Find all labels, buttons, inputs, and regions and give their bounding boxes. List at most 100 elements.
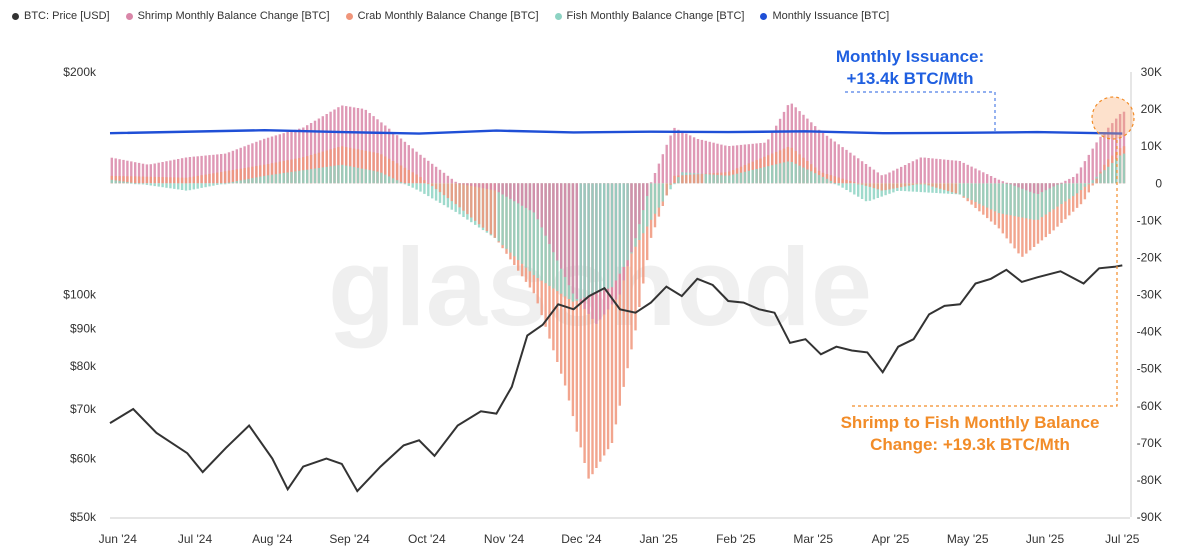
balance-change-bar xyxy=(1087,154,1090,184)
balance-change-bar xyxy=(122,159,125,184)
issuance-annotation: Monthly Issuance: +13.4k BTC/Mth xyxy=(820,46,1000,90)
balance-change-bar xyxy=(130,182,133,184)
balance-change-bar xyxy=(118,159,121,184)
balance-change-bar xyxy=(1017,183,1020,217)
balance-change-bar xyxy=(1072,183,1075,197)
balance-change-bar xyxy=(1009,183,1012,216)
x-axis-tick-label: Nov '24 xyxy=(484,532,525,546)
balance-change-bar xyxy=(817,175,821,184)
balance-change-bar xyxy=(712,142,715,184)
balance-change-bar xyxy=(395,163,399,184)
balance-change-bar xyxy=(931,183,934,193)
balance-change-bar xyxy=(130,176,133,184)
balance-change-bar xyxy=(841,183,844,188)
legend-item[interactable]: Fish Monthly Balance Change [BTC] xyxy=(554,8,744,24)
balance-change-bar xyxy=(380,172,383,184)
issuance-line xyxy=(109,128,1123,135)
balance-change-bar xyxy=(216,183,219,185)
balance-change-bar xyxy=(266,175,270,184)
balance-change-bar xyxy=(329,166,332,184)
balance-change-bar xyxy=(247,167,250,184)
balance-change-bar xyxy=(173,183,176,189)
balance-change-bar xyxy=(153,176,156,184)
balance-change-bar xyxy=(1032,183,1036,194)
balance-change-bar xyxy=(986,183,989,208)
balance-change-bar xyxy=(270,174,274,184)
legend-item[interactable]: BTC: Price [USD] xyxy=(12,8,110,24)
balance-change-bar xyxy=(481,183,485,189)
balance-change-bar xyxy=(130,161,133,184)
balance-change-bar xyxy=(243,179,246,184)
balance-change-bar xyxy=(364,109,367,184)
balance-change-bar xyxy=(966,183,969,199)
balance-change-bar xyxy=(313,120,317,184)
balance-change-bar xyxy=(1025,183,1028,219)
balance-change-bar xyxy=(192,176,195,184)
balance-change-bar xyxy=(802,114,805,184)
balance-change-bar xyxy=(1040,183,1044,218)
legend-item[interactable]: Crab Monthly Balance Change [BTC] xyxy=(345,8,539,24)
legend-label: Crab Monthly Balance Change [BTC] xyxy=(357,10,539,22)
legend-item[interactable]: Shrimp Monthly Balance Change [BTC] xyxy=(125,8,330,24)
balance-change-bar xyxy=(298,170,301,184)
balance-change-bar xyxy=(743,171,747,184)
balance-change-bar xyxy=(470,183,473,218)
balance-change-bar xyxy=(927,183,930,193)
balance-change-bar xyxy=(872,183,876,200)
balance-change-bar xyxy=(946,159,950,184)
balance-change-bar xyxy=(767,166,770,184)
balance-change-bar xyxy=(888,172,891,184)
balance-change-bar xyxy=(423,180,426,184)
balance-change-bar xyxy=(298,158,301,184)
balance-change-bar xyxy=(259,165,262,184)
balance-change-bar xyxy=(220,172,223,184)
balance-change-bar xyxy=(317,118,321,184)
left-axis-tick-label: $70k xyxy=(70,402,97,416)
balance-change-bar xyxy=(403,141,407,184)
balance-change-bar xyxy=(638,183,641,225)
balance-change-bar xyxy=(1087,183,1090,185)
left-axis-tick-label: $50k xyxy=(70,510,97,524)
balance-change-bar xyxy=(372,152,375,184)
price-line xyxy=(109,264,1123,493)
balance-change-bar xyxy=(735,145,739,184)
balance-change-bar xyxy=(333,109,336,184)
balance-change-bar xyxy=(1099,173,1102,184)
balance-change-bar xyxy=(802,167,805,184)
balance-change-bar xyxy=(235,149,238,184)
balance-change-bar xyxy=(1044,183,1047,191)
balance-change-bar xyxy=(352,167,356,184)
balance-change-bar xyxy=(579,183,582,300)
balance-change-bar xyxy=(919,183,922,193)
balance-change-bar xyxy=(259,140,262,184)
balance-change-bar xyxy=(583,183,586,464)
balance-change-bar xyxy=(204,155,207,184)
balance-change-bar xyxy=(196,175,199,184)
balance-change-bar xyxy=(833,141,836,184)
balance-change-bar xyxy=(321,116,324,184)
balance-change-bar xyxy=(255,177,258,184)
balance-change-bar xyxy=(1052,183,1055,210)
balance-change-bar xyxy=(911,183,915,185)
balance-change-bar xyxy=(200,155,203,184)
balance-change-bar xyxy=(395,135,399,184)
legend-item[interactable]: Monthly Issuance [BTC] xyxy=(760,8,889,24)
balance-change-bar xyxy=(235,181,238,184)
balance-change-bar xyxy=(349,106,352,184)
balance-change-bar xyxy=(1056,183,1059,185)
balance-change-bar xyxy=(169,177,172,184)
balance-change-bar xyxy=(1068,183,1071,216)
balance-change-bar xyxy=(673,175,676,184)
balance-change-bar xyxy=(1091,180,1094,184)
balance-change-bar xyxy=(290,130,293,184)
balance-change-bar xyxy=(970,183,973,201)
balance-change-bar xyxy=(282,173,285,184)
balance-change-bar xyxy=(735,173,739,184)
balance-change-bar xyxy=(814,173,817,184)
balance-change-bar xyxy=(161,183,164,188)
shrimp-highlight-circle xyxy=(1091,96,1135,140)
balance-change-bar xyxy=(141,163,145,184)
balance-change-bar xyxy=(395,180,399,184)
balance-change-bar xyxy=(317,152,321,184)
balance-change-bar xyxy=(415,183,418,190)
